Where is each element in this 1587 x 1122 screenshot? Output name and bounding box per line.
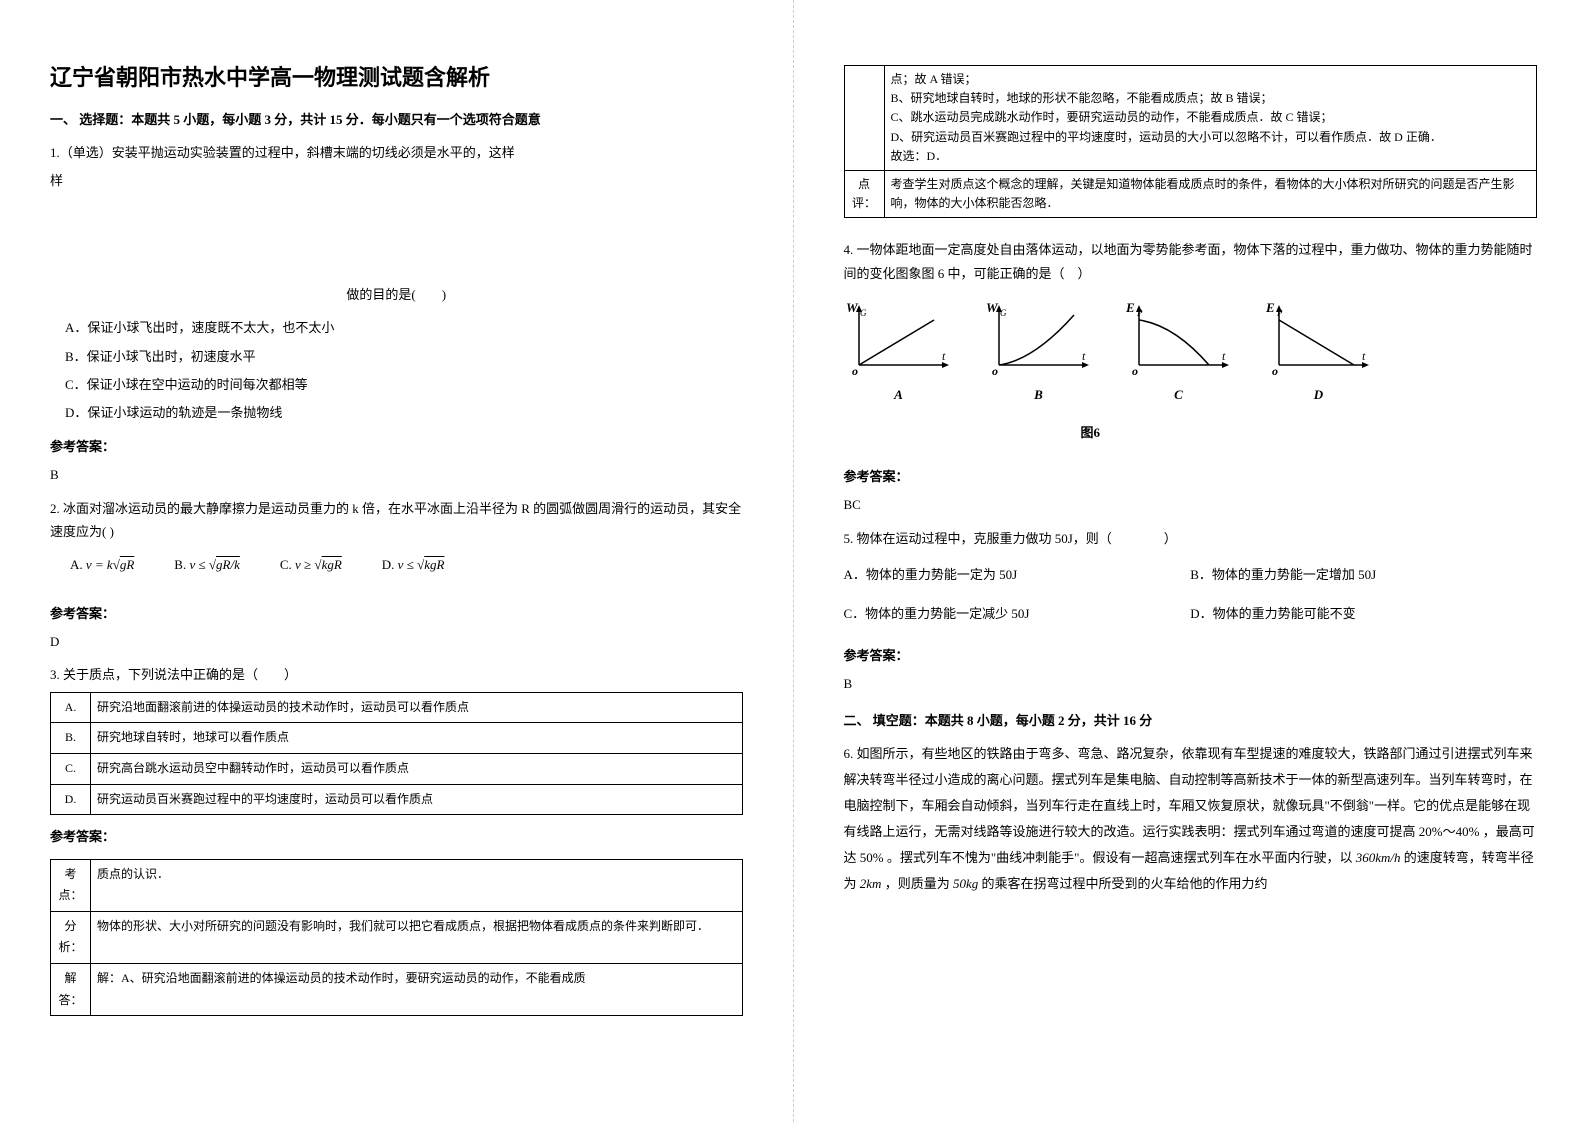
q3-d-text: 研究运动员百米赛跑过程中的平均速度时，运动员可以看作质点 <box>91 784 743 815</box>
chart-b-label: B <box>984 383 1094 406</box>
q5-ans: B <box>844 672 1538 695</box>
question-3: 3. 关于质点，下列说法中正确的是（ ） A. 研究沿地面翻滚前进的体操运动员的… <box>50 663 743 1016</box>
q1-ans: B <box>50 463 743 486</box>
q3-d-label: D. <box>51 784 91 815</box>
q1-opt-c: C．保证小球在空中运动的时间每次都相等 <box>65 373 743 396</box>
q2-opt-b: B. v ≤ √gR/k <box>174 553 240 576</box>
q2-opt-a: A. v = k√gR <box>70 553 134 576</box>
q1-opt-d: D．保证小球运动的轨迹是一条抛物线 <box>65 401 743 424</box>
q3-text: 3. 关于质点，下列说法中正确的是（ ） <box>50 663 743 686</box>
q3-dp-text: 考查学生对质点这个概念的理解，关键是知道物体能看成质点时的条件，看物体的大小体积… <box>884 170 1537 217</box>
q3-fx-label: 分析： <box>51 911 91 963</box>
table-row: A. 研究沿地面翻滚前进的体操运动员的技术动作时，运动员可以看作质点 <box>51 692 743 723</box>
svg-text:G: G <box>860 308 867 318</box>
q1-tail: 做的目的是( ) <box>50 283 743 306</box>
section2-header: 二、 填空题：本题共 8 小题，每小题 2 分，共计 16 分 <box>844 711 1538 732</box>
svg-text:t: t <box>1222 349 1226 363</box>
section1-header: 一、 选择题：本题共 5 小题，每小题 3 分，共计 15 分．每小题只有一个选… <box>50 110 743 131</box>
svg-text:o: o <box>852 364 858 378</box>
chart-d-label: D <box>1264 383 1374 406</box>
q4-fig-label: 图6 <box>644 421 1538 444</box>
chart-c: EP t o <box>1124 300 1234 380</box>
q5-ans-label: 参考答案： <box>844 644 1538 667</box>
q6-text6: 的乘客在拐弯过程中所受到的火车给他的作用力约 <box>981 876 1267 891</box>
q4-charts: WG t o A WG <box>844 300 1538 406</box>
q3-b-text: 研究地球自转时，地球可以看作质点 <box>91 723 743 754</box>
q1-ans-label: 参考答案： <box>50 435 743 458</box>
q2-ans: D <box>50 630 743 653</box>
q6-text3: 。摆式列车不愧为"曲线冲刺能手"。假设有一超高速摆式列车在水平面内行驶，以 <box>887 850 1353 865</box>
chart-a: WG t o <box>844 300 954 380</box>
svg-text:t: t <box>942 349 946 363</box>
q5-opt-c: C．物体的重力势能一定减少 50J <box>844 602 1191 625</box>
table-row: D. 研究运动员百米赛跑过程中的平均速度时，运动员可以看作质点 <box>51 784 743 815</box>
q6-text5: ，则质量为 <box>885 876 950 891</box>
svg-text:G: G <box>1000 308 1007 318</box>
q3-analysis-table: 考点： 质点的认识． 分析： 物体的形状、大小对所研究的问题没有影响时，我们就可… <box>50 859 743 1017</box>
q3-c-text: 研究高台跳水运动员空中翻转动作时，运动员可以看作质点 <box>91 754 743 785</box>
q2-ans-label: 参考答案： <box>50 602 743 625</box>
q5-opt-a: A．物体的重力势能一定为 50J <box>844 563 1191 586</box>
q5-opt-b: B．物体的重力势能一定增加 50J <box>1190 563 1537 586</box>
svg-text:W: W <box>846 300 859 315</box>
svg-text:o: o <box>1132 364 1138 378</box>
q2-opt-d: D. v ≤ √kgR <box>382 553 445 576</box>
q3-dp-label: 点评： <box>844 170 884 217</box>
q2-text: 2. 冰面对溜冰运动员的最大静摩擦力是运动员重力的 k 倍，在水平冰面上沿半径为… <box>50 497 743 544</box>
page-title: 辽宁省朝阳市热水中学高一物理测试题含解析 <box>50 60 743 95</box>
q5-text: 5. 物体在运动过程中，克服重力做功 50J，则（ ） <box>844 527 1538 550</box>
q2-opt-c: C. v ≥ √kgR <box>280 553 342 576</box>
q3-fx-text: 物体的形状、大小对所研究的问题没有影响时，我们就可以把它看成质点，根据把物体看成… <box>91 911 743 963</box>
svg-text:t: t <box>1362 349 1366 363</box>
q6-val1: 20%～40% <box>1419 824 1480 839</box>
q3-jd-text: 解：A、研究沿地面翻滚前进的体操运动员的技术动作时，要研究运动员的动作，不能看成… <box>91 963 743 1015</box>
table-row: C. 研究高台跳水运动员空中翻转动作时，运动员可以看作质点 <box>51 754 743 785</box>
svg-text:t: t <box>1082 349 1086 363</box>
svg-text:E: E <box>1125 300 1135 315</box>
table-row: 点；故 A 错误； B、研究地球自转时，地球的形状不能忽略，不能看成质点；故 B… <box>844 66 1537 171</box>
chart-b: WG t o <box>984 300 1094 380</box>
q1-opt-b: B．保证小球飞出时，初速度水平 <box>65 345 743 368</box>
svg-text:W: W <box>986 300 999 315</box>
chart-d: EP t o <box>1264 300 1374 380</box>
question-5: 5. 物体在运动过程中，克服重力做功 50J，则（ ） A．物体的重力势能一定为… <box>844 527 1538 696</box>
q1-sample-word: 样 <box>50 169 743 192</box>
q3-kd-text: 质点的认识． <box>91 859 743 911</box>
q6-val4: 2km <box>860 876 882 891</box>
q6-val2: 50% <box>860 850 884 865</box>
q1-prefix: 1.（单选）安装平抛运动实验装置的过程中，斜槽末端的切线必须是水平的，这样 <box>50 141 743 164</box>
question-2: 2. 冰面对溜冰运动员的最大静摩擦力是运动员重力的 k 倍，在水平冰面上沿半径为… <box>50 497 743 654</box>
q3-jd-label: 解答： <box>51 963 91 1015</box>
question-4: 4. 一物体距地面一定高度处自由落体运动，以地面为零势能参考面，物体下落的过程中… <box>844 238 1538 516</box>
table-row: B. 研究地球自转时，地球可以看作质点 <box>51 723 743 754</box>
question-6: 6. 如图所示，有些地区的铁路由于弯多、弯急、路况复杂，依靠现有车型提速的难度较… <box>844 741 1538 897</box>
table-row: 分析： 物体的形状、大小对所研究的问题没有影响时，我们就可以把它看成质点，根据把… <box>51 911 743 963</box>
q3-jd-cont-label <box>844 66 884 171</box>
question-1: 1.（单选）安装平抛运动实验装置的过程中，斜槽末端的切线必须是水平的，这样 样 … <box>50 141 743 487</box>
q3-jd-cont-text: 点；故 A 错误； B、研究地球自转时，地球的形状不能忽略，不能看成质点；故 B… <box>884 66 1537 171</box>
q4-ans-label: 参考答案： <box>844 465 1538 488</box>
q6-val5: 50kg <box>953 876 978 891</box>
q3-options-table: A. 研究沿地面翻滚前进的体操运动员的技术动作时，运动员可以看作质点 B. 研究… <box>50 692 743 815</box>
svg-text:o: o <box>1272 364 1278 378</box>
q1-opt-a: A．保证小球飞出时，速度既不太大，也不太小 <box>65 316 743 339</box>
q3-c-label: C. <box>51 754 91 785</box>
q3-kd-label: 考点： <box>51 859 91 911</box>
q5-opt-d: D．物体的重力势能可能不变 <box>1190 602 1537 625</box>
svg-text:E: E <box>1265 300 1275 315</box>
table-row: 点评： 考查学生对质点这个概念的理解，关键是知道物体能看成质点时的条件，看物体的… <box>844 170 1537 217</box>
chart-c-label: C <box>1124 383 1234 406</box>
q3-ans-label: 参考答案： <box>50 825 743 848</box>
chart-a-label: A <box>844 383 954 406</box>
q3-analysis-table-cont: 点；故 A 错误； B、研究地球自转时，地球的形状不能忽略，不能看成质点；故 B… <box>844 65 1538 218</box>
q3-a-text: 研究沿地面翻滚前进的体操运动员的技术动作时，运动员可以看作质点 <box>91 692 743 723</box>
q3-a-label: A. <box>51 692 91 723</box>
svg-text:o: o <box>992 364 998 378</box>
q3-b-label: B. <box>51 723 91 754</box>
q4-ans: BC <box>844 493 1538 516</box>
table-row: 解答： 解：A、研究沿地面翻滚前进的体操运动员的技术动作时，要研究运动员的动作，… <box>51 963 743 1015</box>
table-row: 考点： 质点的认识． <box>51 859 743 911</box>
q4-text: 4. 一物体距地面一定高度处自由落体运动，以地面为零势能参考面，物体下落的过程中… <box>844 238 1538 285</box>
q6-val3: 360km/h <box>1356 850 1401 865</box>
